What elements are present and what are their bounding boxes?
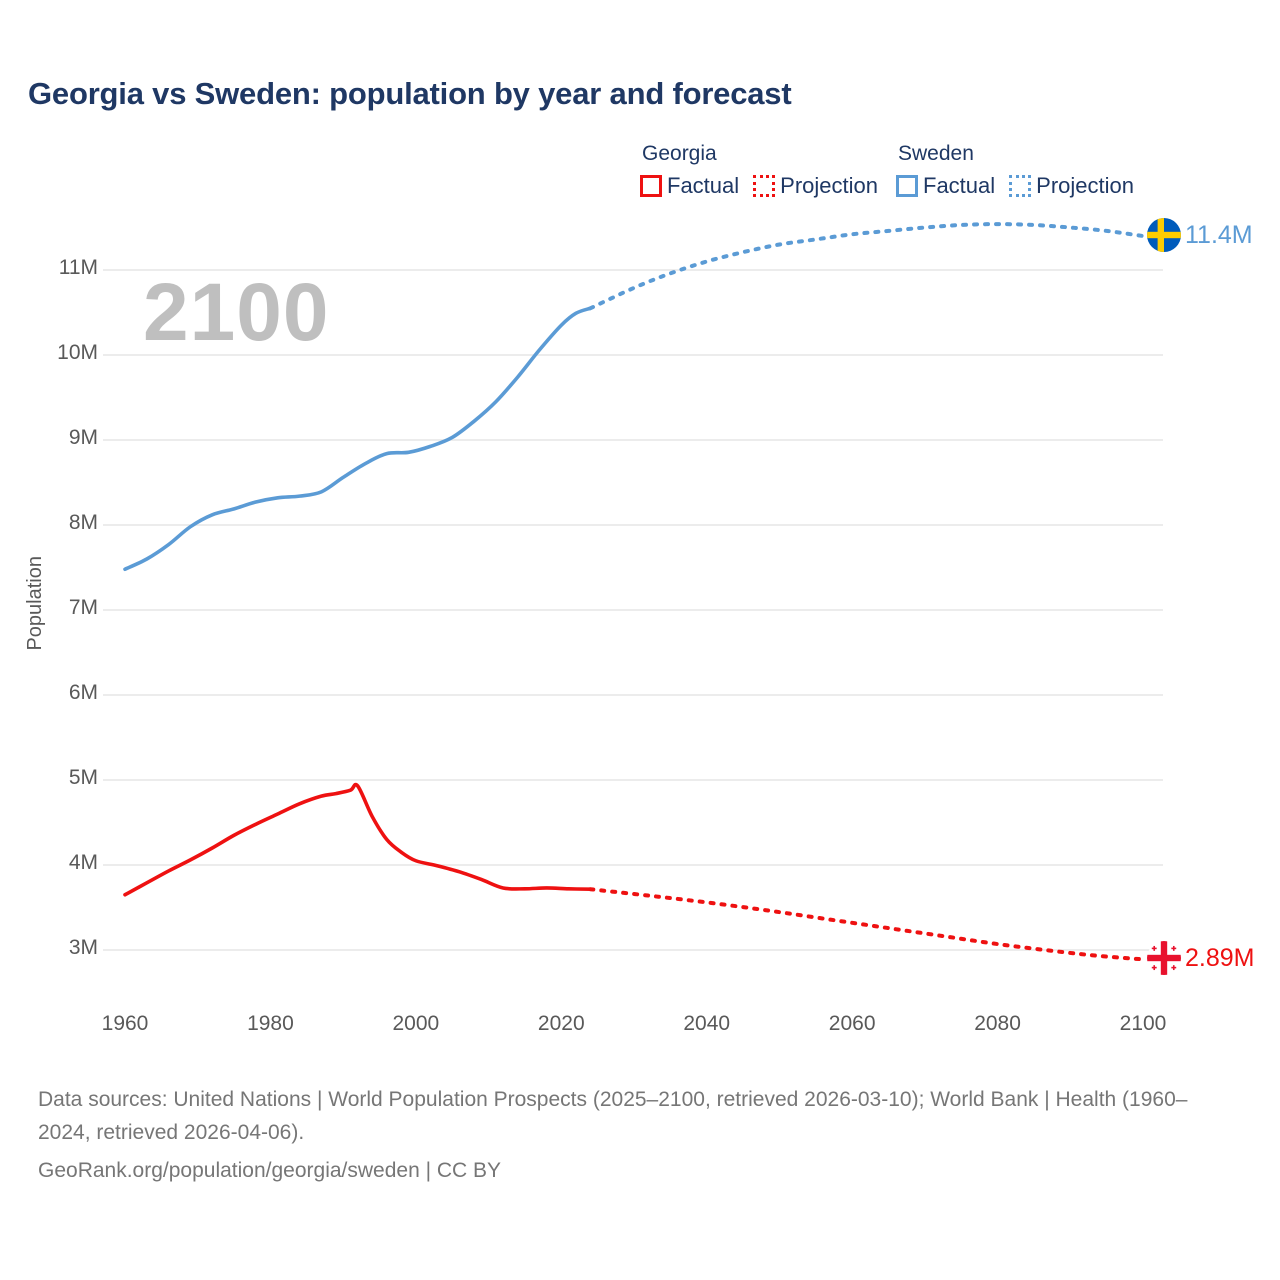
georgia-factual-line — [123, 782, 593, 897]
legend-group-title-sweden: Sweden — [898, 142, 974, 165]
georgia-end-label: 2.89M — [1147, 941, 1255, 976]
x-tick-label: 1980 — [247, 1012, 294, 1035]
legend-item-georgia-factual[interactable]: Factual — [640, 173, 739, 199]
chart-legend: Georgia Factual Projection Sweden Factua… — [640, 142, 1134, 199]
gridlines — [103, 269, 1163, 951]
series-lines — [123, 222, 1145, 962]
sweden-flag-icon — [1147, 218, 1181, 252]
legend-item-sweden-projection[interactable]: Projection — [1009, 173, 1134, 199]
legend-group-title-georgia: Georgia — [642, 142, 717, 165]
y-tick-label: 7M — [68, 596, 98, 619]
footer: Data sources: United Nations | World Pop… — [38, 1084, 1238, 1188]
legend-swatch-dotted-blue-icon — [1009, 175, 1032, 197]
legend-label-sweden-factual: Factual — [923, 173, 996, 198]
sweden-projection-line — [588, 222, 1145, 311]
georgia-flag-icon — [1147, 941, 1181, 976]
y-tick-label: 11M — [58, 256, 98, 279]
sweden-end-label: 11.4M — [1147, 218, 1253, 252]
y-tick-label: 5M — [68, 766, 98, 789]
x-tick-label: 2100 — [1119, 1012, 1167, 1035]
plot-area: 2100 Population 3M 4M 5M 6M 7M 8M 9M 10M 11M 196… — [24, 218, 1255, 1035]
y-tick-label: 8M — [68, 511, 98, 534]
x-tick-label: 2040 — [683, 1012, 731, 1035]
legend-swatch-dotted-red-icon — [753, 175, 776, 197]
y-tick-label: 3M — [68, 936, 98, 959]
y-tick-label: 4M — [68, 851, 98, 874]
x-tick-label: 2080 — [974, 1012, 1021, 1035]
sweden-end-value: 11.4M — [1185, 220, 1253, 249]
y-tick-label: 10M — [57, 341, 98, 364]
legend-label-georgia-factual: Factual — [667, 173, 740, 198]
y-tick-label: 9M — [68, 426, 98, 449]
footer-sources: Data sources: United Nations | World Pop… — [38, 1088, 1188, 1144]
y-tick-label: 6M — [68, 681, 98, 704]
x-tick-label: 2000 — [392, 1012, 440, 1035]
legend-item-sweden-factual[interactable]: Factual — [896, 173, 995, 199]
y-axis-title: Population — [24, 556, 46, 651]
legend-swatch-solid-red-icon — [640, 175, 662, 197]
legend-item-georgia-projection[interactable]: Projection — [753, 173, 878, 199]
legend-swatch-solid-blue-icon — [896, 175, 918, 197]
georgia-end-value: 2.89M — [1185, 943, 1255, 972]
legend-label-sweden-projection: Projection — [1036, 173, 1134, 198]
legend-group-georgia: Georgia Factual Projection — [640, 142, 878, 199]
x-tick-label: 2020 — [537, 1012, 585, 1035]
x-tick-label: 2060 — [828, 1012, 876, 1035]
sweden-factual-line — [123, 306, 593, 571]
year-watermark: 2100 — [143, 267, 330, 358]
chart-svg — [103, 222, 1163, 962]
legend-group-sweden: Sweden Factual Projection — [896, 142, 1134, 199]
footer-attribution[interactable]: GeoRank.org/population/georgia/sweden | … — [38, 1159, 502, 1183]
page-title: Georgia vs Sweden: population by year an… — [28, 76, 792, 111]
x-tick-label: 1960 — [101, 1012, 149, 1035]
georgia-projection-line — [588, 887, 1145, 962]
legend-label-georgia-projection: Projection — [780, 173, 878, 198]
